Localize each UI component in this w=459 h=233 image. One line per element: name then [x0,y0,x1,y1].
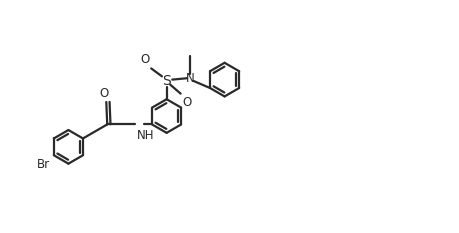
Text: O: O [140,53,149,66]
Text: N: N [186,72,195,85]
Text: S: S [162,74,171,88]
Text: O: O [183,96,192,109]
Text: NH: NH [137,129,155,142]
Text: Br: Br [37,158,50,171]
Text: O: O [100,87,109,100]
